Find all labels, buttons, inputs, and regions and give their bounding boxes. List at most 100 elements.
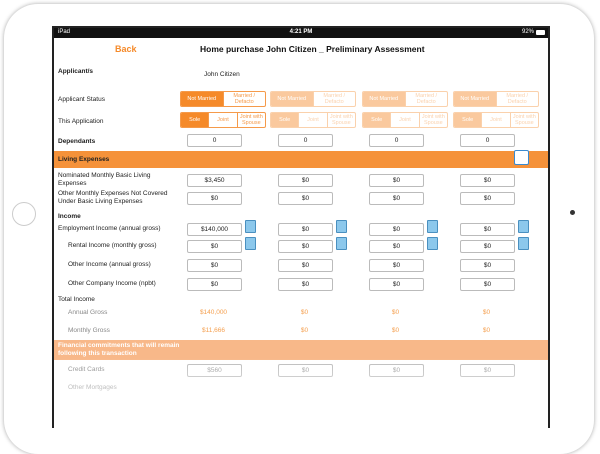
segmented-control[interactable]: Sole Joint Joint with Spouse <box>180 112 266 128</box>
calculator-icon[interactable] <box>336 237 347 250</box>
calculator-icon[interactable] <box>245 237 256 250</box>
input-field[interactable]: $0 <box>369 278 424 291</box>
back-button[interactable]: Back <box>115 44 137 54</box>
total-value: $0 <box>482 327 491 334</box>
segmented-control[interactable]: Sole Joint Joint with Spouse <box>362 112 448 128</box>
segment[interactable]: Joint with Spouse <box>509 113 538 127</box>
segment[interactable]: Joint with Spouse <box>326 113 355 127</box>
section-title: Living Expenses <box>58 156 110 163</box>
segment[interactable]: Sole <box>363 113 391 127</box>
segment[interactable]: Married / Defacto <box>312 92 356 106</box>
input-field[interactable]: $0 <box>278 240 333 253</box>
input-field[interactable]: 0 <box>278 134 333 147</box>
edit-icon[interactable] <box>514 150 529 165</box>
input-field[interactable]: $0 <box>278 174 333 187</box>
calculator-icon[interactable] <box>245 220 256 233</box>
segment[interactable]: Joint <box>298 113 326 127</box>
total-value: $11,666 <box>201 327 225 334</box>
total-value: $0 <box>300 309 309 316</box>
segmented-control[interactable]: Not Married Married / Defacto <box>453 91 539 107</box>
home-button[interactable] <box>12 202 36 226</box>
input-field[interactable]: $3,450 <box>187 174 242 187</box>
input-field[interactable]: $0 <box>460 192 515 205</box>
row-label: Nominated Monthly Basic Living Expenses <box>58 172 151 187</box>
segment[interactable]: Sole <box>181 113 209 127</box>
segment[interactable]: Not Married <box>363 92 405 106</box>
calculator-icon[interactable] <box>518 237 529 250</box>
row-label: Income <box>58 213 81 220</box>
input-field[interactable]: $0 <box>278 278 333 291</box>
segment[interactable]: Joint with Spouse <box>418 113 447 127</box>
input-field[interactable]: 0 <box>460 134 515 147</box>
nav-title: Home purchase John Citizen _ Preliminary… <box>200 44 425 54</box>
calculator-icon[interactable] <box>336 220 347 233</box>
row-label: Other Monthly Expenses Not Covered Under… <box>58 190 168 205</box>
status-bar <box>54 28 548 38</box>
input-field[interactable]: $0 <box>278 259 333 272</box>
row-label: Total Income <box>58 296 95 303</box>
input-field[interactable]: $0 <box>369 240 424 253</box>
battery: 92% <box>521 29 534 35</box>
carrier: iPad <box>58 29 71 35</box>
page: iPad 4:21 PM 92% Back Home purchase John… <box>12 26 575 428</box>
segment[interactable]: Sole <box>454 113 482 127</box>
row-label: Monthly Gross <box>68 327 110 334</box>
segmented-control[interactable]: Sole Joint Joint with Spouse <box>453 112 539 128</box>
row-label: Employment Income (annual gross) <box>58 225 161 232</box>
row-label: Applicant Status <box>58 96 105 103</box>
segmented-control[interactable]: Not Married Married / Defacto <box>270 91 356 107</box>
total-value: $0 <box>482 309 491 316</box>
row-label: Annual Gross <box>68 309 108 316</box>
segmented-control[interactable]: Not Married Married / Defacto <box>362 91 448 107</box>
input-field[interactable]: $0 <box>187 192 242 205</box>
row-label: Other Company Income (npbt) <box>68 280 156 287</box>
segmented-control[interactable]: Not Married Married / Defacto <box>180 91 266 107</box>
input-field[interactable]: $0 <box>278 192 333 205</box>
input-field[interactable]: $0 <box>460 223 515 236</box>
total-value: $0 <box>391 309 400 316</box>
row-label: Other Income (annual gross) <box>68 261 151 268</box>
input-field[interactable]: $0 <box>187 240 242 253</box>
segment[interactable]: Joint <box>481 113 509 127</box>
segmented-control[interactable]: Sole Joint Joint with Spouse <box>270 112 356 128</box>
segment[interactable]: Sole <box>271 113 299 127</box>
applicant-name: John Citizen <box>204 71 240 78</box>
segment[interactable]: Joint <box>208 113 236 127</box>
segment[interactable]: Joint <box>390 113 418 127</box>
segment[interactable]: Not Married <box>271 92 313 106</box>
segment[interactable]: Not Married <box>454 92 496 106</box>
input-field[interactable]: $0 <box>278 223 333 236</box>
input-field[interactable]: $0 <box>460 174 515 187</box>
input-field[interactable]: $140,000 <box>187 223 242 236</box>
row-label: Rental Income (monthly gross) <box>68 242 157 249</box>
input-field[interactable]: $0 <box>369 192 424 205</box>
segment[interactable]: Married / Defacto <box>222 92 266 106</box>
input-field[interactable]: $0 <box>460 259 515 272</box>
section-band <box>54 340 548 360</box>
calculator-icon[interactable] <box>518 220 529 233</box>
calculator-icon[interactable] <box>427 220 438 233</box>
row-label: This Application <box>58 118 104 125</box>
input-field[interactable]: $0 <box>369 259 424 272</box>
segment[interactable]: Married / Defacto <box>495 92 539 106</box>
battery-icon <box>536 30 545 35</box>
total-value: $0 <box>300 327 309 334</box>
input-field[interactable]: $0 <box>460 240 515 253</box>
time: 4:21 PM <box>289 29 313 35</box>
input-field[interactable]: $0 <box>187 259 242 272</box>
calculator-icon[interactable] <box>427 237 438 250</box>
input-field[interactable]: $0 <box>369 223 424 236</box>
total-value: $0 <box>391 327 400 334</box>
total-value: $140,000 <box>199 309 228 316</box>
segment[interactable]: Joint with Spouse <box>236 113 265 127</box>
input-field[interactable]: 0 <box>369 134 424 147</box>
input-field[interactable]: $0 <box>460 278 515 291</box>
segment[interactable]: Not Married <box>181 92 223 106</box>
bottom-fade <box>54 358 548 428</box>
input-field[interactable]: 0 <box>187 134 242 147</box>
row-label: Applicant/s <box>58 68 94 75</box>
camera <box>570 210 575 215</box>
input-field[interactable]: $0 <box>187 278 242 291</box>
input-field[interactable]: $0 <box>369 174 424 187</box>
segment[interactable]: Married / Defacto <box>404 92 448 106</box>
